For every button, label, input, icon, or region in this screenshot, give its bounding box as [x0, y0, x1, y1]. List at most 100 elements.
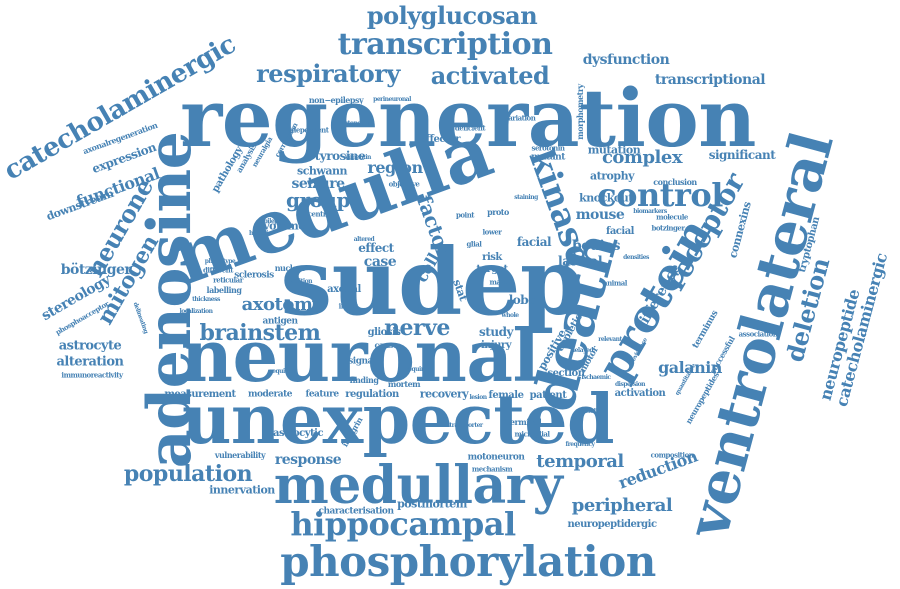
word-region: region — [367, 158, 423, 177]
word-injury: injury — [480, 340, 512, 351]
word-frequency: frequency — [565, 441, 595, 448]
word-astrocyte: astrocyte — [58, 338, 122, 354]
word-axonal: axonal — [327, 284, 361, 295]
word-measurement: measurement — [164, 389, 236, 400]
word-group: group — [286, 188, 350, 212]
word-feature: feature — [305, 389, 339, 400]
word-epilepsy: epilepsy — [260, 218, 284, 225]
word-respiratory: respiratory — [256, 59, 400, 88]
word-lateral: lateral — [557, 254, 603, 270]
word-hypoxic: hypoxic — [248, 230, 272, 237]
word-relevant: relevant — [598, 336, 622, 343]
word-dependent: dependent — [291, 125, 329, 135]
word-response: response — [274, 452, 342, 468]
word-densities: densities — [623, 254, 649, 261]
word-control: control — [597, 176, 723, 214]
word-atrophy: atrophy — [590, 169, 634, 183]
word-different: different — [203, 265, 234, 275]
word-autonomic: autonomic — [340, 120, 372, 127]
word-cytosolic: cytosolic — [575, 408, 601, 415]
word-significant: significant — [708, 148, 776, 162]
word-delayed: delayed — [570, 347, 594, 354]
word-peripheral: peripheral — [571, 495, 673, 516]
word-nerve: nerve — [384, 315, 450, 341]
word-phenotype: phenotype — [204, 258, 236, 265]
word-vimentin: vimentin — [345, 154, 371, 161]
word-gliosis: gliosis — [367, 327, 401, 338]
word-composition: composition — [650, 450, 694, 460]
word-activated: activated — [430, 61, 550, 90]
word-labelling: labelling — [206, 285, 242, 295]
word-localization: localization — [179, 308, 213, 315]
word-population: population — [123, 461, 253, 487]
word-female: female — [488, 390, 524, 401]
word-regulation: regulation — [345, 389, 399, 400]
word-cause: cause — [374, 340, 398, 350]
word-patient: patient — [529, 390, 567, 401]
word-volume: volume — [263, 219, 305, 233]
word-sclerosis: sclerosis — [234, 270, 274, 281]
word-bodies: bodies — [571, 238, 621, 254]
word-animal: animal — [603, 278, 627, 288]
word-galanin: galanin — [658, 358, 722, 377]
word-deficient: deficient — [454, 123, 486, 133]
word-vulnerability: vulnerability — [214, 450, 266, 460]
word-effector: effector — [420, 134, 460, 145]
word-dispersion: dispersion — [614, 381, 646, 388]
word-association: association — [738, 329, 778, 339]
word-lobe: lobe — [508, 293, 536, 307]
word-central: central — [307, 209, 333, 219]
word-molecule: molecule — [656, 212, 688, 222]
word-conclusion: conclusion — [653, 177, 697, 187]
word-temporal: temporal — [536, 451, 624, 472]
word-moderate: moderate — [247, 389, 293, 400]
word-terminal: terminal — [506, 417, 542, 427]
word-dysfunction: dysfunction — [582, 52, 670, 68]
word-alteration: alteration — [56, 354, 124, 370]
word-reticular: reticular — [213, 275, 243, 285]
word-mortem: mortem — [387, 379, 421, 389]
word-effect: effect — [358, 241, 394, 255]
word-staining: staining — [514, 194, 538, 201]
word-morphometry: morphometry — [575, 84, 585, 140]
word-microglial: microglial — [514, 429, 550, 439]
word-required-2: required — [269, 368, 296, 375]
word-addition: addition — [288, 278, 312, 285]
word-nonepilepsy: non−epilepsy — [308, 95, 364, 105]
word-antigen: antigen — [262, 316, 298, 327]
word-mutation: mutation — [587, 143, 641, 157]
word-nuclear: nuclear — [274, 263, 306, 273]
word-sudep: sudep — [280, 228, 584, 336]
word-neuropeptidergic: neuropeptidergic — [567, 519, 657, 530]
word-required: required — [405, 366, 432, 373]
word-regeneration: regeneration — [180, 71, 756, 165]
word-whole: whole — [501, 312, 519, 319]
word-altered: altered — [353, 236, 375, 243]
word-mechanism: mechanism — [471, 464, 513, 474]
word-point: point — [455, 210, 475, 220]
word-objective: objective — [388, 179, 420, 189]
word-thickness: thickness — [192, 296, 220, 303]
word-characterisation: characterisation — [318, 506, 394, 517]
word-polyglucosan: polyglucosan — [366, 1, 538, 30]
word-axotomy: axotomy — [241, 294, 323, 315]
word-neuronal: neuronal — [180, 313, 540, 398]
word-transcriptional: transcriptional — [654, 72, 766, 88]
word-index: index — [338, 301, 358, 311]
word-brainstem: brainstem — [199, 320, 321, 346]
word-unexpected: unexpected — [181, 380, 615, 460]
word-complex: complex — [601, 147, 683, 168]
word-transcription: transcription — [337, 27, 553, 62]
word-proto: proto — [487, 207, 509, 217]
word-recovery: recovery — [419, 387, 469, 401]
word-bötzinger: bötzinger — [60, 262, 132, 278]
word-study: study — [479, 325, 513, 339]
word-medullary: medullary — [273, 455, 563, 516]
word-seizure: seizure — [291, 176, 345, 192]
word-ischaemic: ischaemic — [581, 374, 611, 381]
word-botzinger: botzinger — [651, 223, 685, 233]
word-finding: finding — [349, 375, 379, 385]
word-hippocampal: hippocampal — [290, 505, 516, 543]
word-serotonin: serotonin — [531, 143, 566, 153]
